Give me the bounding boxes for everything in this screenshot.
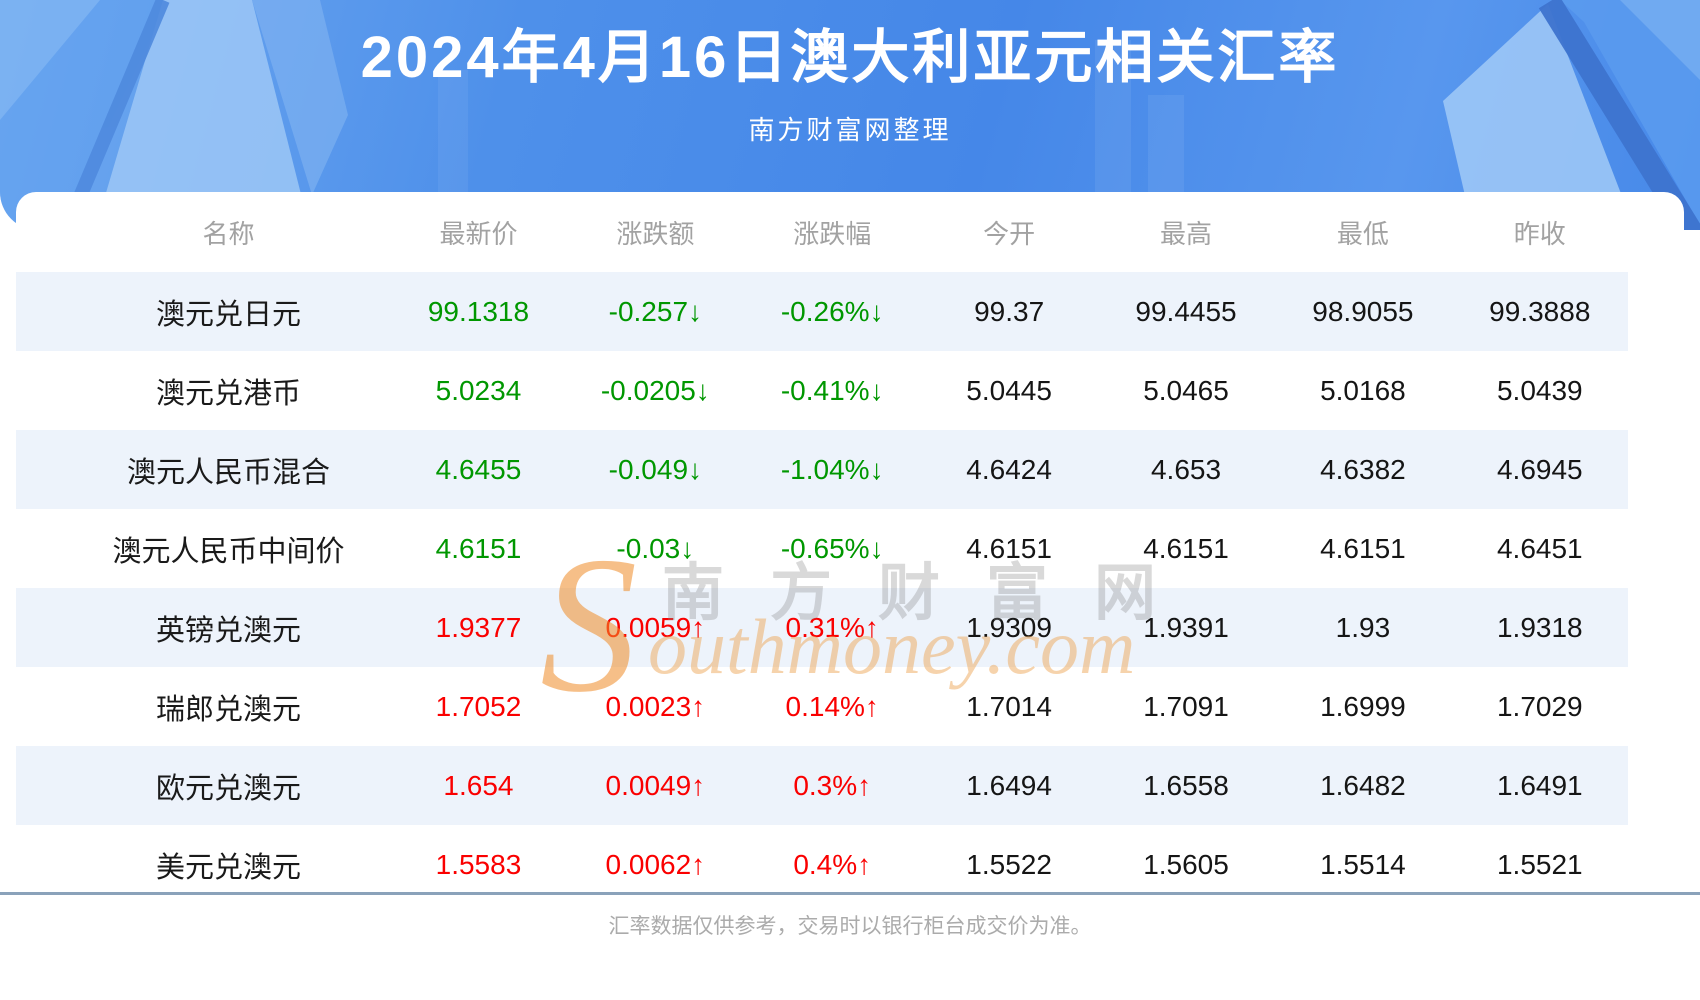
pair-name: 欧元兑澳元 bbox=[155, 772, 301, 805]
change-amount: 0.0023↑ bbox=[605, 690, 706, 722]
pair-name: 澳元兑港币 bbox=[155, 377, 301, 410]
change-percent: 0.4%↑ bbox=[793, 848, 872, 880]
banner-text: 2024年4月16日澳大利亚元相关汇率 南方财富网整理 bbox=[0, 0, 1700, 147]
low-price: 1.5514 bbox=[1320, 848, 1406, 880]
change-percent: -0.26%↓ bbox=[780, 295, 884, 327]
prev-close: 1.9318 bbox=[1496, 611, 1583, 643]
change-percent: 0.31%↑ bbox=[785, 611, 879, 643]
high-price: 99.4455 bbox=[1135, 295, 1237, 327]
pair-name: 澳元兑日元 bbox=[155, 298, 301, 331]
prev-close: 5.0439 bbox=[1496, 374, 1583, 406]
high-price: 1.6558 bbox=[1143, 769, 1229, 801]
last-price: 1.7052 bbox=[435, 690, 522, 722]
prev-close: 4.6945 bbox=[1496, 453, 1583, 485]
open-price: 1.6494 bbox=[966, 769, 1052, 801]
last-price: 1.9377 bbox=[435, 611, 522, 643]
change-percent: 0.3%↑ bbox=[793, 769, 872, 801]
change-amount: -0.049↓ bbox=[608, 453, 703, 485]
high-price: 4.6151 bbox=[1143, 532, 1229, 564]
low-price: 1.6999 bbox=[1320, 690, 1406, 722]
prev-close: 4.6451 bbox=[1496, 532, 1583, 564]
prev-close: 1.6491 bbox=[1496, 769, 1583, 801]
table-row: 欧元兑澳元 1.654 0.0049↑ 0.3%↑ 1.6494 1.6558 … bbox=[16, 746, 1629, 825]
pair-name: 澳元人民币混合 bbox=[126, 456, 330, 489]
left-prism-side-face bbox=[252, 0, 348, 195]
table-row: 澳元兑日元 99.1318 -0.257↓ -0.26%↓ 99.37 99.4… bbox=[16, 272, 1629, 351]
col-header-change: 涨跌额 bbox=[616, 218, 695, 249]
open-price: 4.6424 bbox=[966, 453, 1052, 485]
page-title: 2024年4月16日澳大利亚元相关汇率 bbox=[360, 25, 1340, 90]
table-row: 瑞郎兑澳元 1.7052 0.0023↑ 0.14%↑ 1.7014 1.709… bbox=[16, 667, 1628, 746]
high-price: 1.9391 bbox=[1143, 611, 1229, 643]
last-price: 5.0234 bbox=[435, 374, 522, 406]
col-header-name: 名称 bbox=[202, 218, 255, 249]
last-price: 4.6455 bbox=[435, 453, 522, 485]
change-amount: -0.0205↓ bbox=[600, 374, 710, 406]
low-price: 1.93 bbox=[1335, 611, 1391, 643]
high-price: 4.653 bbox=[1150, 453, 1222, 485]
table-row: 英镑兑澳元 1.9377 0.0059↑ 0.31%↑ 1.9309 1.939… bbox=[16, 588, 1629, 667]
change-percent: -0.65%↓ bbox=[780, 532, 884, 564]
change-amount: 0.0059↑ bbox=[605, 611, 706, 643]
last-price: 4.6151 bbox=[435, 532, 522, 564]
table-row: 澳元人民币中间价 4.6151 -0.03↓ -0.65%↓ 4.6151 4.… bbox=[16, 509, 1628, 588]
low-price: 5.0168 bbox=[1320, 374, 1406, 406]
right-prism-face bbox=[1443, 4, 1635, 230]
change-amount: -0.03↓ bbox=[616, 532, 695, 564]
high-price: 5.0465 bbox=[1143, 374, 1229, 406]
table-header-row: 名称 最新价 涨跌额 涨跌幅 今开 最高 最低 昨收 bbox=[16, 192, 1628, 272]
last-price: 99.1318 bbox=[427, 295, 530, 327]
change-amount: 0.0049↑ bbox=[605, 769, 706, 801]
left-prism-edge bbox=[59, 0, 170, 230]
change-percent: -1.04%↓ bbox=[780, 453, 884, 485]
open-price: 99.37 bbox=[974, 295, 1045, 327]
low-price: 98.9055 bbox=[1312, 295, 1414, 327]
exchange-rate-table: 名称 最新价 涨跌额 涨跌幅 今开 最高 最低 昨收 澳元兑日元 99.1318… bbox=[16, 192, 1629, 904]
prev-close: 1.5521 bbox=[1496, 848, 1583, 880]
prev-close: 99.3888 bbox=[1489, 295, 1591, 327]
low-price: 4.6151 bbox=[1320, 532, 1406, 564]
col-header-low: 最低 bbox=[1336, 218, 1389, 249]
pair-name: 美元兑澳元 bbox=[155, 851, 301, 884]
left-corner-highlight bbox=[0, 0, 100, 120]
right-prism-side-face bbox=[1560, 0, 1700, 225]
change-percent: 0.14%↑ bbox=[785, 690, 879, 722]
pair-name: 英镑兑澳元 bbox=[155, 614, 301, 647]
open-price: 5.0445 bbox=[966, 374, 1052, 406]
pair-name: 瑞郎兑澳元 bbox=[155, 693, 301, 726]
bottom-divider bbox=[0, 892, 1700, 895]
change-percent: -0.41%↓ bbox=[780, 374, 884, 406]
last-price: 1.654 bbox=[443, 769, 514, 801]
high-price: 1.7091 bbox=[1143, 690, 1229, 722]
last-price: 1.5583 bbox=[435, 848, 522, 880]
col-header-prev: 昨收 bbox=[1513, 218, 1566, 249]
open-price: 4.6151 bbox=[966, 532, 1052, 564]
low-price: 4.6382 bbox=[1320, 453, 1406, 485]
change-amount: -0.257↓ bbox=[608, 295, 703, 327]
open-price: 1.7014 bbox=[966, 690, 1052, 722]
col-header-last: 最新价 bbox=[439, 218, 518, 249]
change-amount: 0.0062↑ bbox=[605, 848, 706, 880]
low-price: 1.6482 bbox=[1320, 769, 1406, 801]
disclaimer-note: 汇率数据仅供参考，交易时以银行柜台成交价为准。 bbox=[608, 915, 1092, 938]
col-header-open: 今开 bbox=[983, 218, 1036, 249]
page-subtitle: 南方财富网整理 bbox=[748, 114, 952, 145]
table-row: 美元兑澳元 1.5583 0.0062↑ 0.4%↑ 1.5522 1.5605… bbox=[16, 825, 1628, 904]
prev-close: 1.7029 bbox=[1496, 690, 1583, 722]
left-prism-face bbox=[95, 0, 310, 230]
col-header-pct: 涨跌幅 bbox=[793, 218, 872, 249]
open-price: 1.5522 bbox=[966, 848, 1052, 880]
open-price: 1.9309 bbox=[966, 611, 1052, 643]
high-price: 1.5605 bbox=[1143, 848, 1229, 880]
rate-table-card: 名称 最新价 涨跌额 涨跌幅 今开 最高 最低 昨收 澳元兑日元 99.1318… bbox=[16, 192, 1684, 1000]
table-row: 澳元兑港币 5.0234 -0.0205↓ -0.41%↓ 5.0445 5.0… bbox=[16, 351, 1628, 430]
table-row: 澳元人民币混合 4.6455 -0.049↓ -1.04%↓ 4.6424 4.… bbox=[16, 430, 1629, 509]
col-header-high: 最高 bbox=[1160, 218, 1213, 249]
right-corner-highlight bbox=[1620, 0, 1700, 80]
pair-name: 澳元人民币中间价 bbox=[112, 535, 345, 568]
